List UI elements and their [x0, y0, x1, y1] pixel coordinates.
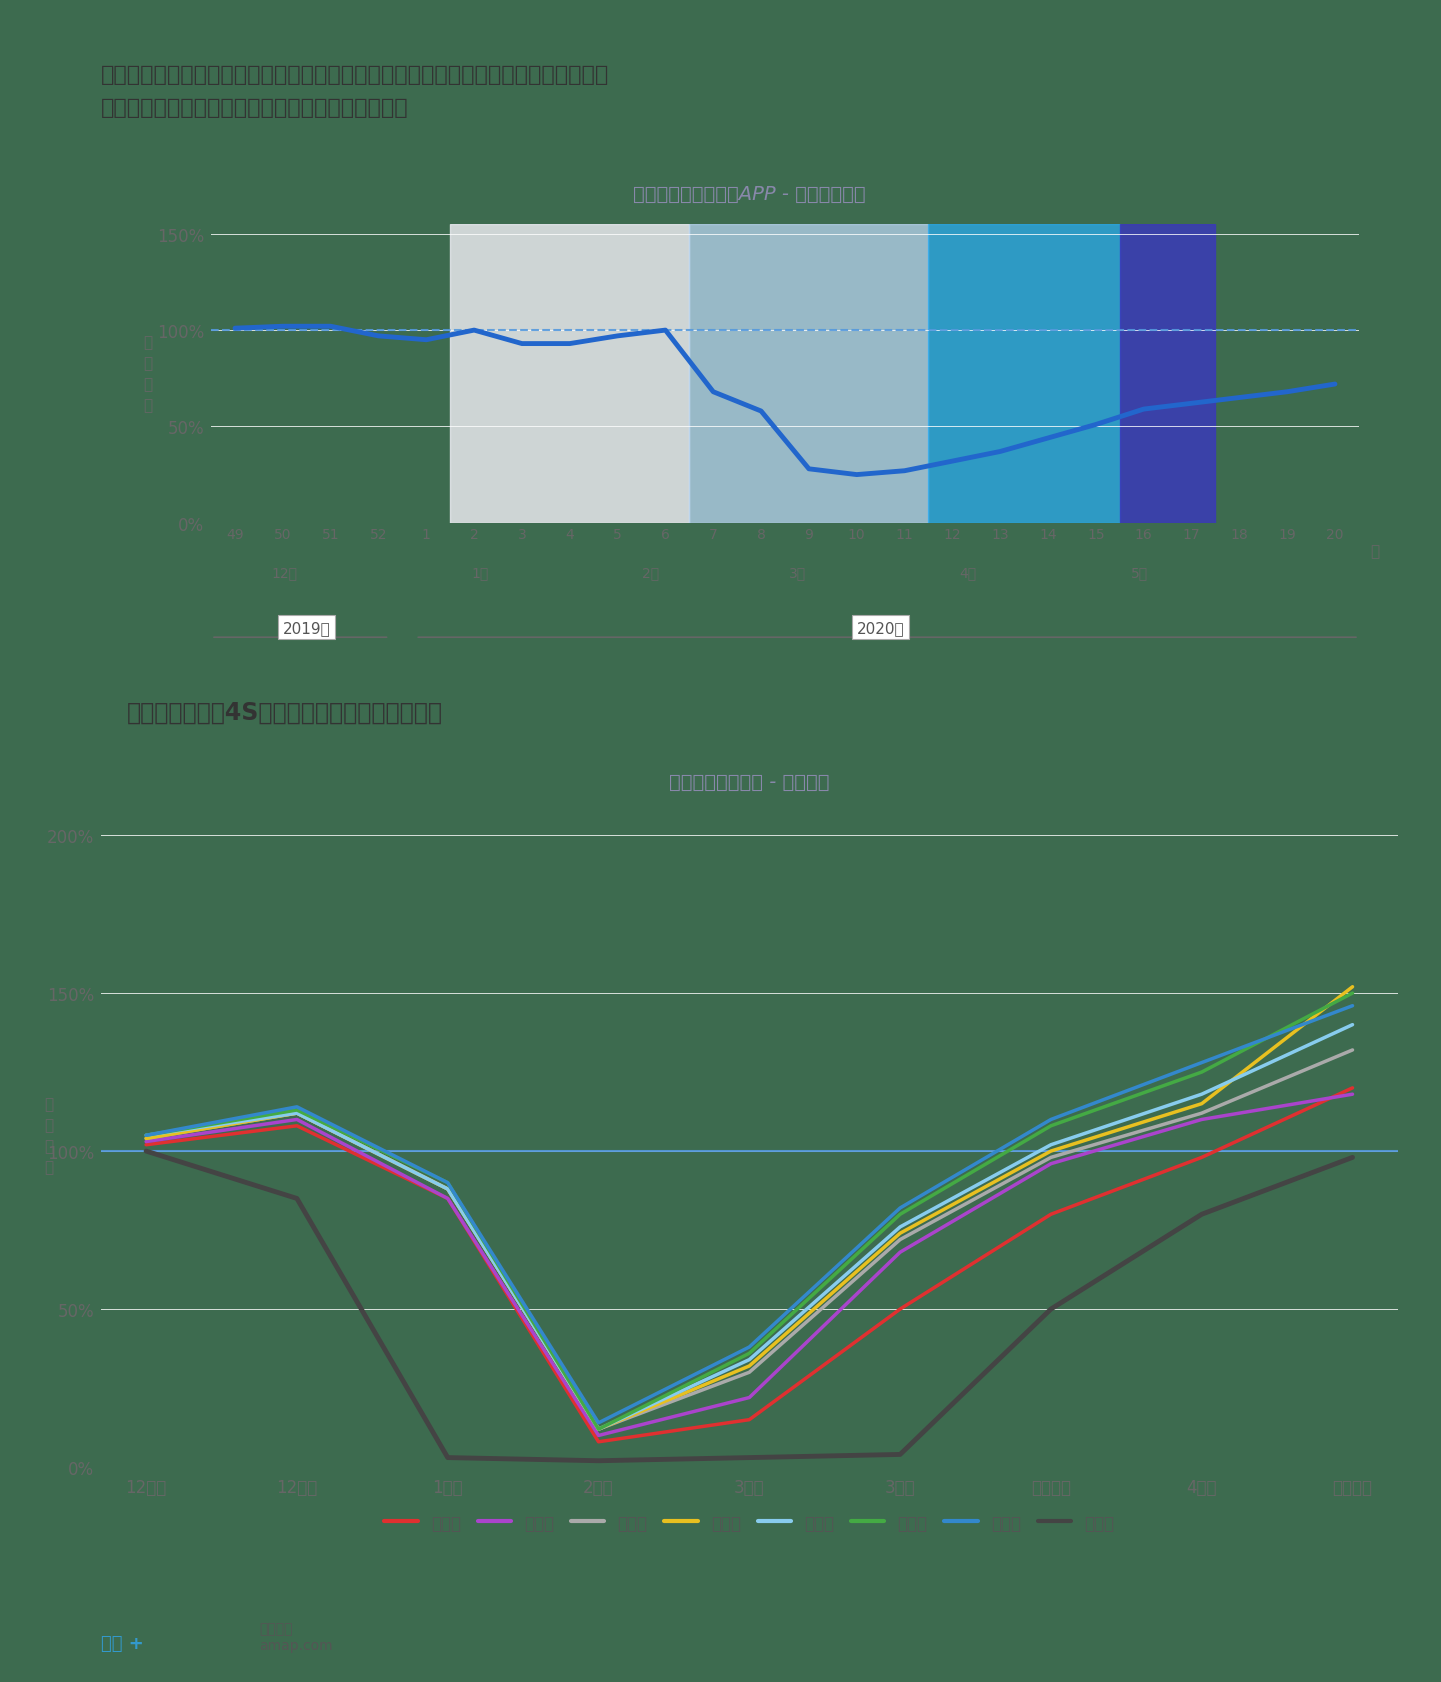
Text: 12月: 12月 — [271, 567, 297, 580]
Bar — [450, 225, 689, 523]
Text: 【线上】公共交通类APP - 平均使用次数: 【线上】公共交通类APP - 平均使用次数 — [633, 185, 866, 204]
Text: 1月: 1月 — [471, 567, 488, 580]
Text: 恢
复
指
数: 恢 复 指 数 — [45, 1097, 53, 1174]
Bar — [928, 225, 1120, 523]
Text: 4月: 4月 — [960, 567, 977, 580]
Bar — [1120, 225, 1215, 523]
Legend: 北京市, 上海市, 广州市, 深圳市, 杭州市, 成都市, 西安市, 武汉市: 北京市, 上海市, 广州市, 深圳市, 杭州市, 成都市, 西安市, 武汉市 — [378, 1507, 1121, 1539]
Text: 2020年: 2020年 — [857, 621, 905, 636]
Text: 友盟 +: 友盟 + — [101, 1633, 144, 1652]
Title: 【线下】汽车销售 - 客流热度: 【线下】汽车销售 - 客流热度 — [669, 772, 830, 791]
Text: 5月: 5月 — [1131, 567, 1147, 580]
Text: 五一假期，各地4S店客流爆满，武汉也不例外。: 五一假期，各地4S店客流爆满，武汉也不例外。 — [127, 700, 442, 725]
Text: 恢
复
指
数: 恢 复 指 数 — [144, 335, 153, 414]
Text: 2月: 2月 — [643, 567, 659, 580]
Bar — [689, 225, 928, 523]
Text: 3月: 3月 — [788, 567, 806, 580]
Text: 暂不限号的政策让人们倾向于自驾出行，特殊环境下的消费升级让人们对打车出行有了
一定的粘性，切换回公共交通的比例正在逐步回升。: 暂不限号的政策让人们倾向于自驾出行，特殊环境下的消费升级让人们对打车出行有了 一… — [101, 66, 610, 118]
Text: 2019年: 2019年 — [282, 621, 330, 636]
Text: 高德地图
amap.com: 高德地图 amap.com — [259, 1621, 333, 1652]
Text: 周: 周 — [1370, 545, 1379, 560]
